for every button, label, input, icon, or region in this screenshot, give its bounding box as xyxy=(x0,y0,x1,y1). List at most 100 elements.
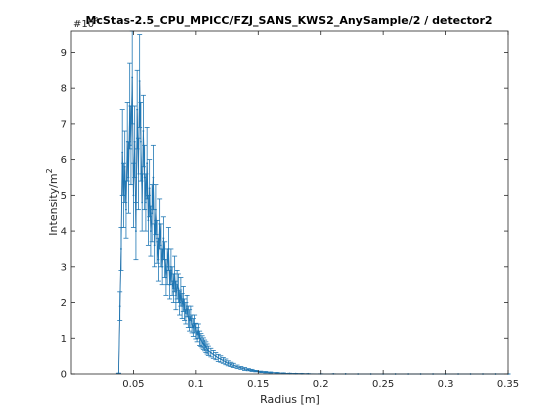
data-point xyxy=(162,237,165,240)
data-point xyxy=(173,273,176,275)
data-point xyxy=(132,194,135,197)
data-point xyxy=(152,176,155,179)
y-tick-label: 7 xyxy=(61,119,67,130)
data-point xyxy=(207,349,210,352)
data-point xyxy=(196,333,199,336)
data-point xyxy=(123,165,126,168)
data-point xyxy=(118,305,121,308)
data-point xyxy=(143,176,146,179)
data-point xyxy=(183,308,186,311)
y-axis-label-main: Intensity/m xyxy=(47,173,60,235)
x-tick-label: 0.1 xyxy=(188,379,204,390)
data-point xyxy=(141,201,144,204)
data-point xyxy=(166,265,169,268)
data-point xyxy=(145,201,147,204)
data-point xyxy=(157,258,160,261)
y-tick-label: 2 xyxy=(61,298,67,309)
y-axis-label-sup: 2 xyxy=(45,168,54,173)
data-point xyxy=(138,80,141,82)
data-point xyxy=(202,342,205,345)
data-point xyxy=(269,371,272,374)
data-point xyxy=(176,283,179,286)
data-point xyxy=(219,358,222,360)
x-tick-label: 0.15 xyxy=(247,379,269,390)
data-point xyxy=(194,330,197,333)
data-point xyxy=(198,337,201,340)
data-point xyxy=(259,370,262,373)
data-point xyxy=(206,348,208,350)
data-point xyxy=(179,290,182,293)
data-point xyxy=(153,244,156,247)
x-tick-label: 0.2 xyxy=(313,379,329,390)
data-point xyxy=(203,344,206,347)
data-point xyxy=(159,244,162,247)
data-point xyxy=(239,367,242,369)
y-tick-label: 9 xyxy=(61,48,67,59)
data-point xyxy=(120,248,122,250)
x-tick-label: 0.3 xyxy=(438,379,454,390)
y-axis-ticks: 0 1 2 3 4 5 6 7 8 9 xyxy=(61,48,508,381)
data-point xyxy=(131,76,134,79)
data-point xyxy=(133,140,136,143)
chart-title: McStas-2.5_CPU_MPICC/FZJ_SANS_KWS2_AnySa… xyxy=(85,14,492,27)
x-tick-label: 0.35 xyxy=(497,379,519,390)
data-point xyxy=(161,265,164,268)
data-point xyxy=(125,208,127,211)
data-point xyxy=(122,194,125,197)
data-point xyxy=(204,346,207,349)
data-point xyxy=(184,312,187,315)
data-point xyxy=(150,230,152,232)
data-point xyxy=(136,108,139,111)
data-point xyxy=(199,339,202,341)
data-point xyxy=(236,365,238,368)
data-point xyxy=(191,323,194,325)
data-point xyxy=(187,315,190,318)
data-point xyxy=(155,208,157,211)
data-point xyxy=(146,162,149,165)
y-tick-label: 3 xyxy=(61,262,67,273)
data-point xyxy=(188,319,191,322)
data-point xyxy=(174,294,177,297)
data-point xyxy=(247,368,250,371)
data-point xyxy=(177,287,180,290)
data-point xyxy=(178,301,181,304)
data-point xyxy=(142,130,145,132)
y-exponent-base: #10 xyxy=(73,19,94,30)
data-point xyxy=(229,363,232,366)
y-tick-label: 6 xyxy=(61,155,67,166)
data-point xyxy=(156,240,159,243)
x-axis-ticks: 0.05 0.1 0.15 0.2 0.25 0.3 0.35 xyxy=(122,31,519,390)
y-tick-label: 4 xyxy=(61,227,67,238)
data-series-layer xyxy=(115,30,511,375)
x-tick-label: 0.25 xyxy=(372,379,394,390)
data-point xyxy=(209,351,212,354)
x-axis-label: Radius [m] xyxy=(260,393,320,406)
axes-box xyxy=(70,30,509,375)
data-point xyxy=(243,368,246,370)
data-point xyxy=(164,276,167,279)
y-tick-label: 0 xyxy=(61,370,67,381)
data-point xyxy=(264,371,267,374)
data-point xyxy=(151,212,154,215)
data-point xyxy=(135,230,137,232)
data-point xyxy=(192,326,195,329)
data-point xyxy=(217,357,220,359)
data-point xyxy=(127,176,130,179)
data-point xyxy=(137,173,140,175)
y-exponent-label: #104 xyxy=(73,16,99,30)
data-point xyxy=(251,369,253,372)
y-tick-label: 5 xyxy=(61,191,67,202)
data-point xyxy=(181,305,184,308)
data-point xyxy=(121,151,124,154)
data-point xyxy=(224,360,227,363)
y-exponent-power: 4 xyxy=(94,16,99,24)
data-point xyxy=(276,372,278,374)
x-tick-label: 0.05 xyxy=(122,379,144,390)
data-point xyxy=(254,370,257,373)
data-point xyxy=(201,340,204,343)
plot-area xyxy=(71,31,508,374)
data-point xyxy=(171,280,174,283)
y-tick-label: 1 xyxy=(61,334,67,345)
data-point xyxy=(140,140,142,143)
